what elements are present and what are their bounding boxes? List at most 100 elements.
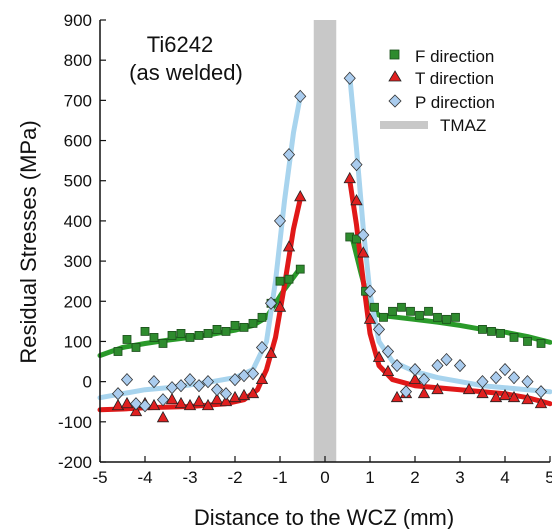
point-t-direction	[147, 398, 161, 411]
point-p-direction	[476, 375, 489, 389]
point-t-direction	[534, 396, 548, 409]
x-tick-label: 3	[455, 468, 464, 487]
point-p-direction	[228, 373, 242, 387]
point-p-direction	[264, 296, 278, 310]
legend-label-f-direction: F direction	[415, 47, 494, 66]
point-p-direction	[111, 387, 125, 401]
y-tick-label: 600	[64, 132, 92, 151]
point-p-direction	[183, 373, 197, 387]
annotation-line-1: Ti6242	[147, 32, 213, 57]
legend-marker-f-direction	[389, 49, 400, 60]
x-tick-label: 0	[320, 468, 329, 487]
point-f-direction	[158, 339, 168, 348]
tmaz-band-layer	[313, 20, 337, 462]
point-t-direction	[343, 171, 356, 184]
x-tick-label: -3	[182, 468, 197, 487]
data-points	[111, 71, 548, 423]
point-f-direction	[415, 310, 424, 320]
point-t-direction	[255, 372, 269, 385]
x-tick-label: -1	[272, 468, 287, 487]
point-f-direction	[194, 331, 204, 340]
point-f-direction	[523, 337, 532, 346]
point-t-direction	[129, 404, 143, 417]
point-t-direction	[294, 189, 307, 202]
legend-marker-tmaz	[380, 121, 428, 129]
point-p-direction	[219, 387, 233, 401]
point-t-direction	[228, 390, 242, 403]
point-t-direction	[237, 388, 251, 401]
point-f-direction	[257, 312, 267, 322]
point-t-direction	[357, 246, 370, 258]
point-p-direction	[201, 375, 215, 389]
legend-label-t-direction: T direction	[415, 69, 494, 88]
point-f-direction	[275, 276, 285, 286]
point-t-direction	[462, 382, 476, 395]
point-t-direction	[381, 364, 395, 376]
point-t-direction	[210, 392, 224, 405]
x-tick-label: 1	[365, 468, 374, 487]
point-p-direction	[210, 383, 224, 397]
legend: F direction T direction P direction TMAZ	[380, 47, 495, 135]
point-p-direction	[408, 362, 422, 377]
y-tick-label: 500	[64, 172, 92, 191]
point-t-direction	[165, 392, 179, 405]
point-f-direction	[406, 306, 415, 316]
point-t-direction	[390, 390, 404, 403]
point-p-direction	[147, 375, 161, 389]
point-p-direction	[138, 399, 152, 413]
y-tick-label: 0	[83, 373, 92, 392]
point-f-direction	[370, 302, 379, 312]
point-p-direction	[417, 373, 431, 387]
point-p-direction	[357, 228, 370, 242]
point-p-direction	[350, 158, 363, 172]
point-f-direction	[352, 234, 361, 244]
point-t-direction	[476, 386, 489, 399]
point-f-direction	[113, 347, 123, 356]
x-tick-label: -5	[92, 468, 107, 487]
point-p-direction	[255, 340, 269, 355]
point-f-direction	[536, 339, 546, 348]
point-p-direction	[174, 379, 188, 393]
point-p-direction	[521, 375, 534, 389]
point-f-direction	[239, 322, 249, 332]
point-f-direction	[487, 327, 496, 336]
y-tick-label: 400	[64, 212, 92, 231]
fit-line-t-direction-right	[347, 178, 552, 407]
point-t-direction	[174, 396, 188, 409]
point-f-direction	[212, 324, 222, 334]
point-f-direction	[203, 329, 213, 338]
point-t-direction	[521, 392, 534, 405]
point-f-direction	[397, 302, 406, 312]
point-f-direction	[451, 312, 460, 322]
point-t-direction	[219, 394, 233, 407]
point-t-direction	[498, 388, 512, 401]
point-t-direction	[111, 398, 125, 411]
point-f-direction	[221, 327, 231, 336]
point-p-direction	[507, 371, 521, 385]
point-t-direction	[183, 398, 197, 411]
point-p-direction	[431, 358, 444, 373]
point-p-direction	[390, 358, 404, 373]
y-tick-label: 700	[64, 91, 92, 110]
point-f-direction	[433, 312, 442, 322]
point-f-direction	[388, 306, 397, 316]
point-t-direction	[431, 382, 444, 395]
point-p-direction	[294, 89, 307, 103]
point-f-direction	[424, 306, 433, 316]
point-t-direction	[507, 390, 521, 403]
point-f-direction	[167, 331, 177, 340]
point-p-direction	[381, 344, 395, 359]
point-p-direction	[453, 358, 467, 373]
point-t-direction	[120, 396, 134, 409]
x-tick-label: 4	[500, 468, 509, 487]
point-t-direction	[417, 386, 431, 399]
point-t-direction	[246, 386, 260, 399]
point-t-direction	[273, 300, 287, 312]
point-t-direction	[363, 312, 377, 324]
point-p-direction	[192, 379, 206, 393]
point-f-direction	[131, 343, 141, 352]
point-p-direction	[246, 367, 260, 381]
point-f-direction	[379, 312, 388, 322]
point-t-direction	[350, 193, 363, 206]
